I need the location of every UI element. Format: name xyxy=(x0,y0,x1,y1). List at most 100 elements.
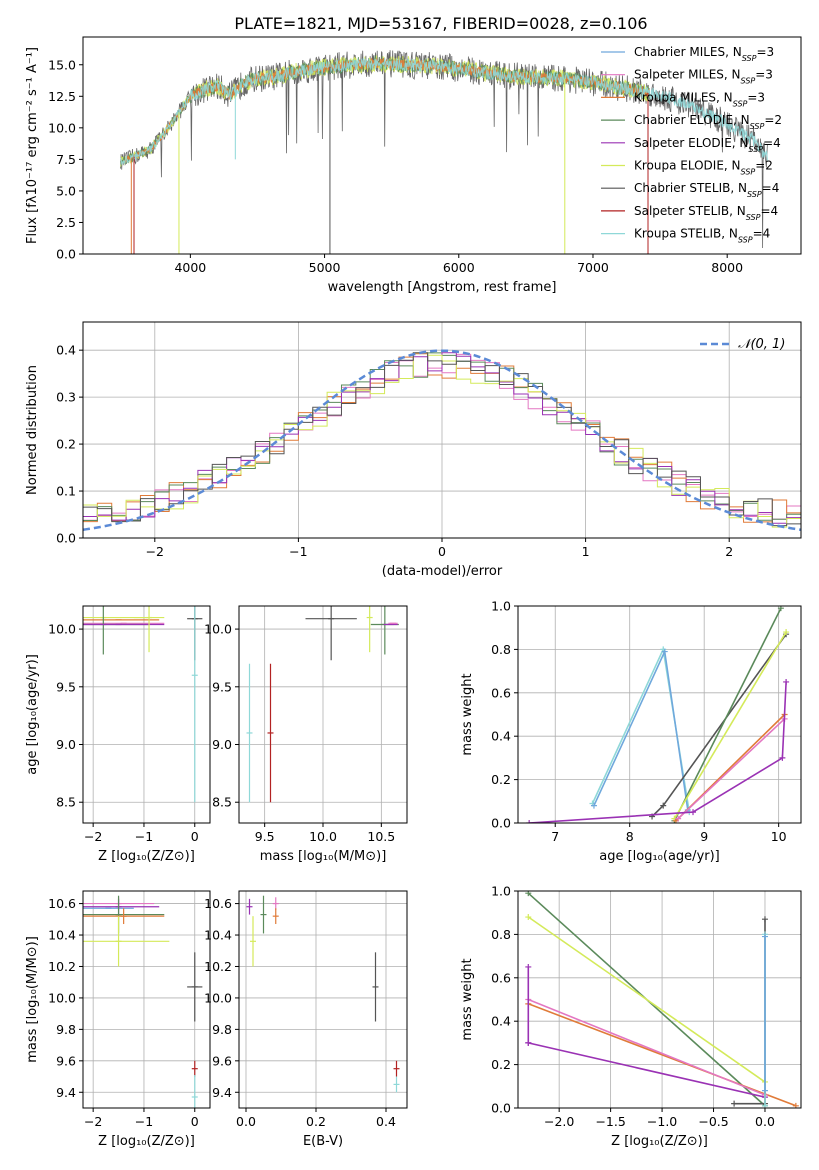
x-tick-label: 0 xyxy=(438,544,446,559)
y-axis-label: age [log₁₀(age/yr)] xyxy=(25,654,40,775)
panel-ebv-mass: 0.0 0.2 0.4 9.4 9.6 9.8 10.0 10.2 10.4 10.6 E(B-V) xyxy=(204,890,408,1149)
x-tick-label: 0.2 xyxy=(306,1114,326,1129)
y-tick-label: 10.2 xyxy=(48,959,76,974)
series-line-kroupa_elodie xyxy=(527,916,766,1083)
plot-frame xyxy=(82,890,211,1109)
legend-label: Salpeter ELODIE, NSSP=4 xyxy=(634,136,781,154)
x-tick-label: 9.5 xyxy=(255,829,275,844)
series-marker xyxy=(761,933,768,940)
y-tick-label: 5.0 xyxy=(56,183,76,198)
x-tick-label: 7000 xyxy=(577,260,609,275)
y-tick-label: 9.6 xyxy=(212,1053,232,1068)
panel-z-age: −2 −1 0 8.5 9.0 9.5 10.0 Z [log₁₀(Z/Z⊙)] age [lo… xyxy=(25,605,211,864)
series-marker xyxy=(526,820,533,823)
plot-area xyxy=(525,891,799,1108)
legend-subscript: SSP xyxy=(747,190,762,199)
plot-frame xyxy=(517,605,802,824)
y-tick-label: 15.0 xyxy=(48,57,76,72)
y-tick-label: 0.6 xyxy=(491,970,511,985)
y-tick-label: 9.8 xyxy=(56,1022,76,1037)
y-tick-label: 0.8 xyxy=(491,642,511,657)
plot-area xyxy=(120,50,768,254)
y-tick-label: 0.8 xyxy=(491,927,511,942)
plot-frame xyxy=(517,890,802,1109)
plot-area xyxy=(83,349,801,532)
legend-rest: =2 xyxy=(755,159,773,173)
x-tick-label: 10 xyxy=(771,829,787,844)
gaussian-curve xyxy=(83,349,801,532)
series-marker xyxy=(731,1100,738,1107)
legend-rest: =3 xyxy=(747,90,765,104)
panel-mass-age: 9.5 10.0 10.5 8.5 9.0 9.5 10.0 mass [log₁₀(M/M⊙… xyxy=(204,605,408,864)
x-axis-label: (data-model)/error xyxy=(382,564,503,579)
x-tick-label: −1 xyxy=(135,1114,153,1129)
x-tick-label: −0.5 xyxy=(698,1114,728,1129)
plot-frame xyxy=(82,605,211,824)
y-axis-label: mass weight xyxy=(460,958,475,1040)
plot-area xyxy=(83,606,203,803)
series-marker xyxy=(783,678,790,685)
y-tick-label: 10.0 xyxy=(48,990,76,1005)
series-marker xyxy=(690,809,697,816)
figure-title: PLATE=1821, MJD=53167, FIBERID=0028, z=0… xyxy=(234,14,647,33)
y-tick-label: 9.5 xyxy=(212,679,232,694)
series-line-chabrier_stelib xyxy=(651,633,787,818)
y-tick-label: 1.0 xyxy=(491,599,511,614)
legend-rest: =4 xyxy=(763,136,781,150)
legend-rest: =2 xyxy=(764,113,782,127)
x-axis-label: mass [log₁₀(M/M⊙)] xyxy=(260,849,387,864)
series-line-chabrier_miles xyxy=(593,648,689,811)
y-tick-label: 1.0 xyxy=(491,884,511,899)
y-tick-label: 0.2 xyxy=(491,772,511,787)
y-tick-label: 9.5 xyxy=(56,679,76,694)
legend-subscript: SSP xyxy=(750,122,765,131)
x-axis-label: age [log₁₀(age/yr)] xyxy=(599,849,720,864)
histogram-kroupa_elodie xyxy=(83,352,801,528)
x-tick-label: −1.0 xyxy=(647,1114,677,1129)
legend-label: 𝒩(0, 1) xyxy=(738,337,785,352)
y-tick-label: 2.5 xyxy=(56,215,76,230)
series-marker xyxy=(525,1039,532,1046)
y-tick-label: 9.8 xyxy=(212,1022,232,1037)
x-tick-label: 1 xyxy=(582,544,590,559)
panel-z-mass: −2 −1 0 9.4 9.6 9.8 10.0 10.2 10.4 10.6 Z [log₁₀(Z… xyxy=(25,890,211,1149)
y-tick-label: 0.0 xyxy=(491,1101,511,1116)
y-tick-label: 10.0 xyxy=(204,622,232,637)
x-tick-label: 0 xyxy=(191,1114,199,1129)
plot-frame xyxy=(238,890,408,1109)
panel-age-weight: 7 8 9 10 0.0 0.2 0.4 0.6 0.8 1.0 age [log₁₀(age/yr… xyxy=(460,599,802,864)
x-tick-label: 10.0 xyxy=(309,829,337,844)
series-line-kroupa_stelib xyxy=(591,646,691,813)
y-tick-label: 9.4 xyxy=(212,1085,232,1100)
legend-rest: =3 xyxy=(756,45,774,59)
series-marker xyxy=(590,802,597,809)
x-axis-label: E(B-V) xyxy=(303,1134,343,1149)
x-tick-label: −2 xyxy=(84,829,102,844)
spectrum-line-kroupa_stelib xyxy=(120,58,768,166)
plot-frame xyxy=(82,36,802,255)
y-tick-label: 10.0 xyxy=(204,990,232,1005)
histogram-chabrier_stelib xyxy=(83,352,801,527)
legend-label: Chabrier ELODIE, NSSP=2 xyxy=(634,113,782,131)
y-tick-label: 0.6 xyxy=(491,685,511,700)
x-tick-label: 0.4 xyxy=(376,1114,396,1129)
y-tick-label: 10.2 xyxy=(204,959,232,974)
series-marker xyxy=(660,802,667,809)
x-tick-label: −2.0 xyxy=(544,1114,574,1129)
plot-area xyxy=(83,895,203,1108)
x-tick-label: 9 xyxy=(700,829,708,844)
y-tick-label: 8.5 xyxy=(212,795,232,810)
x-tick-label: 5000 xyxy=(309,260,341,275)
series-line-salpeter_elodie xyxy=(529,681,787,823)
y-tick-label: 9.6 xyxy=(56,1053,76,1068)
y-tick-label: 0.4 xyxy=(56,343,76,358)
series-marker xyxy=(525,963,532,970)
x-axis-label: Z [log₁₀(Z/Z⊙)] xyxy=(98,1134,195,1149)
x-tick-label: −2 xyxy=(146,544,164,559)
x-tick-label: −1 xyxy=(135,829,153,844)
legend-rest: =3 xyxy=(755,68,773,82)
y-axis-label: Flux [fλ10⁻¹⁷ erg cm⁻² s⁻¹ A⁻¹] xyxy=(25,47,40,244)
series-marker xyxy=(761,1087,768,1094)
y-axis-label: mass weight xyxy=(460,673,475,755)
